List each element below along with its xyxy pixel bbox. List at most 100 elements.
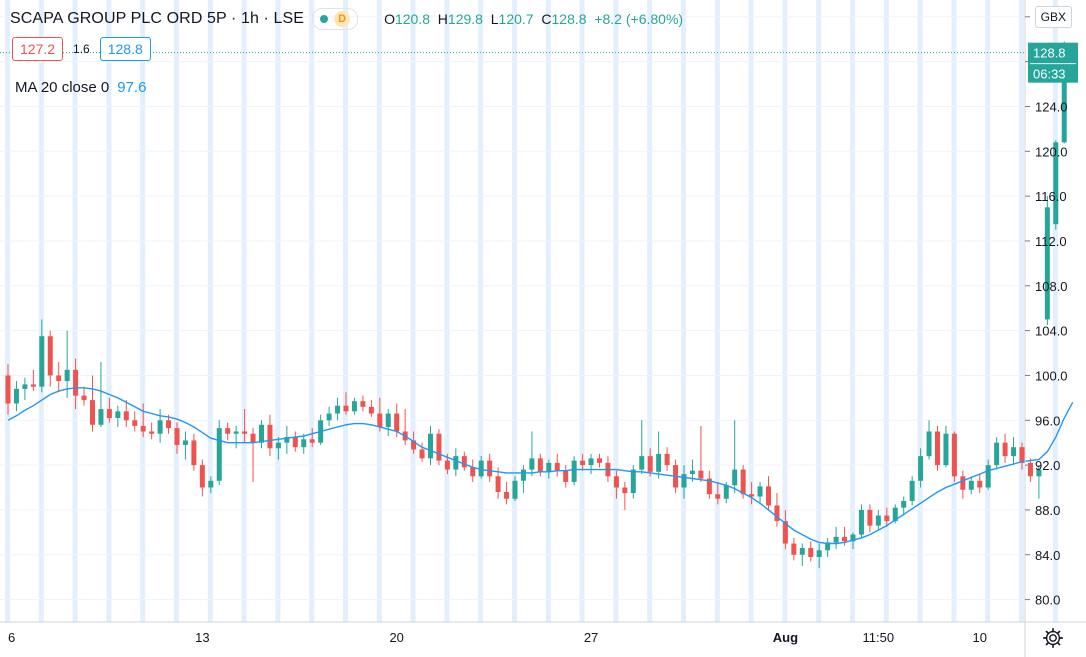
- candle-body: [766, 486, 771, 506]
- candle-body: [478, 460, 484, 477]
- session-stripe: [174, 0, 179, 622]
- symbol-title[interactable]: SCAPA GROUP PLC ORD 5P · 1h · LSE: [10, 10, 305, 27]
- candle-body: [698, 470, 704, 479]
- candle-body: [630, 469, 636, 494]
- candle-body: [884, 515, 890, 522]
- candle-body: [56, 375, 62, 382]
- candle-body: [335, 405, 341, 414]
- session-stripe: [512, 0, 517, 622]
- session-stripe: [106, 0, 112, 622]
- ohlc-values: O120.8 H129.8 L120.7 C128.8 +8.2 (+6.80%…: [384, 11, 684, 27]
- candle-body: [901, 500, 907, 508]
- session-stripe: [343, 0, 348, 622]
- candle-body: [571, 460, 577, 482]
- candle-body: [81, 395, 87, 401]
- session-stripe: [816, 0, 822, 622]
- candle-body: [977, 480, 983, 488]
- candle-body: [512, 480, 518, 499]
- candle-body: [833, 536, 839, 543]
- buy-price-button[interactable]: 128.8: [99, 37, 151, 61]
- session-stripe: [681, 0, 686, 622]
- candle-body: [30, 384, 36, 387]
- time-tick-label: 27: [584, 630, 598, 645]
- candle-body: [1019, 447, 1025, 463]
- time-axis[interactable]: 6 13 20 27 Aug 11:50 10: [8, 630, 987, 645]
- time-tick-label: 11:50: [863, 630, 895, 645]
- session-stripe: [5, 0, 10, 622]
- candle-body: [267, 424, 273, 449]
- price-tick-label: 88.0: [1035, 503, 1060, 518]
- candle-body: [546, 462, 552, 472]
- candle-body: [554, 462, 560, 471]
- candle-body: [960, 476, 966, 490]
- candle-body: [580, 460, 586, 466]
- session-stripe: [579, 0, 585, 622]
- candle-body: [394, 413, 400, 432]
- candles: [5, 41, 1067, 569]
- candle-body: [208, 480, 214, 488]
- candle-body: [5, 375, 11, 404]
- delayed-badge: D: [334, 11, 351, 27]
- candle-body: [757, 486, 763, 497]
- candle-body: [242, 431, 248, 434]
- indicator-legend[interactable]: MA 20 close 0 97.6: [15, 79, 146, 96]
- session-stripe: [850, 0, 855, 622]
- candle-body: [639, 456, 645, 470]
- session-stripe: [72, 0, 78, 622]
- time-tick-label: Aug: [773, 630, 798, 645]
- price-tick-label: 84.0: [1035, 548, 1060, 563]
- candle-body: [309, 439, 315, 443]
- candle-body: [892, 507, 898, 522]
- candle-body: [250, 433, 256, 443]
- candle-body: [774, 505, 780, 522]
- session-stripe: [410, 0, 416, 622]
- candle-body: [681, 474, 687, 488]
- session-stripe: [275, 0, 281, 622]
- candle-body: [918, 456, 924, 481]
- session-stripe: [545, 0, 551, 622]
- candle-body: [842, 536, 848, 542]
- candle-body: [622, 487, 628, 494]
- candle-body: [732, 469, 738, 486]
- candle-body: [292, 437, 298, 448]
- candle-body: [951, 433, 957, 477]
- candle-body: [613, 476, 619, 488]
- candle-body: [816, 550, 822, 557]
- settings-gear-icon[interactable]: [1042, 627, 1064, 649]
- candle-body: [123, 411, 129, 421]
- session-stripe: [951, 0, 957, 622]
- price-tick-label: 100.0: [1035, 368, 1068, 383]
- price-tick-label: 112.0: [1035, 234, 1067, 249]
- session-stripe: [241, 0, 247, 622]
- indicator-value: 97.6: [117, 79, 147, 96]
- candle-body: [1002, 442, 1008, 457]
- candle-body: [850, 534, 856, 542]
- candle-body: [656, 453, 662, 472]
- session-stripe: [309, 0, 315, 622]
- spread-value: 1.6: [73, 42, 90, 56]
- price-tick-label: 124.0: [1035, 99, 1068, 114]
- candle-body: [301, 439, 307, 448]
- status-pill[interactable]: D: [312, 8, 359, 30]
- session-stripe: [782, 0, 788, 622]
- sell-price-button[interactable]: 127.2: [12, 37, 64, 61]
- candle-body: [351, 401, 357, 412]
- candle-body: [1061, 52, 1067, 143]
- candle-body: [825, 542, 831, 551]
- price-tick-label: 108.0: [1035, 279, 1068, 294]
- candle-body: [715, 494, 721, 499]
- candle-body: [749, 494, 755, 497]
- candle-body: [1011, 447, 1017, 457]
- candle-body: [706, 478, 712, 495]
- high-value: 129.8: [447, 11, 483, 27]
- time-tick-label: 20: [389, 630, 403, 645]
- candle-body: [563, 470, 569, 482]
- session-stripe: [444, 0, 450, 622]
- candle-body: [740, 469, 746, 495]
- currency-label[interactable]: GBX: [1034, 6, 1072, 28]
- quote-row: 127.2 1.6 128.8: [12, 37, 151, 61]
- candle-body: [157, 420, 163, 434]
- price-tick-label: 116.0: [1035, 189, 1067, 204]
- candle-body: [13, 388, 19, 404]
